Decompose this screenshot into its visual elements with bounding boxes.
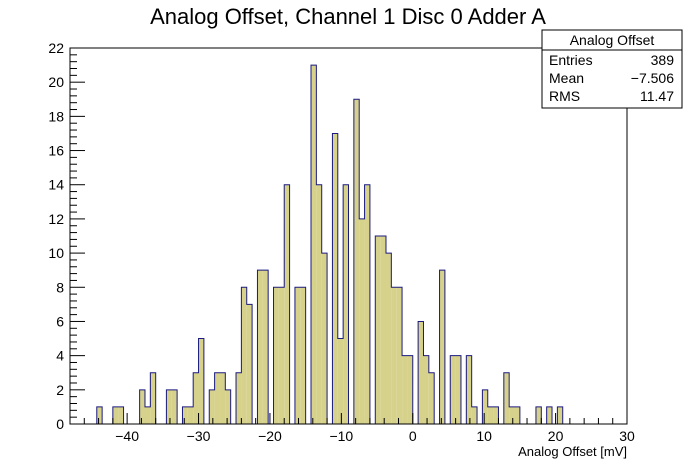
histogram-bar (455, 355, 461, 424)
histogram-bar (353, 99, 360, 424)
y-tick-label: 0 (56, 416, 64, 432)
x-axis-title: Analog Offset [mV] (518, 444, 627, 459)
histogram-bar (214, 372, 220, 424)
y-tick-label: 6 (56, 313, 64, 329)
x-tick-label: 10 (476, 428, 492, 444)
histogram-bar (396, 287, 403, 424)
histogram-bar (236, 372, 242, 424)
plot-frame (69, 47, 628, 425)
histogram-bar (144, 406, 151, 424)
x-tick-label: −30 (187, 428, 211, 444)
histogram-bar (316, 184, 322, 424)
x-tick-label: −20 (258, 428, 282, 444)
histogram-bar (380, 236, 386, 424)
y-axis: 0 2 4 6 8 10 12 14 16 18 20 22 (48, 40, 85, 432)
histogram-bar (225, 389, 231, 424)
histogram-bar (112, 406, 119, 424)
histogram-bar (337, 338, 344, 424)
histogram-bar (546, 406, 553, 424)
histogram-bar (209, 389, 215, 424)
histogram-bar (219, 372, 226, 424)
histogram-bar (166, 389, 172, 424)
histogram-bar (246, 304, 253, 424)
histogram-bar (557, 406, 563, 424)
x-tick-label: 20 (548, 428, 564, 444)
stats-mean-value: −7.506 (631, 70, 674, 86)
histogram-bar (262, 270, 269, 424)
histogram-bar (514, 406, 520, 424)
histogram-bar (193, 372, 199, 424)
histogram-outline (75, 64, 627, 425)
histogram-bar (418, 321, 424, 424)
histogram-bar (385, 253, 392, 424)
histogram-bar (343, 184, 349, 424)
y-tick-label: 20 (48, 74, 64, 90)
x-tick-label: −40 (115, 428, 139, 444)
histogram-bar (450, 355, 456, 424)
x-axis: −40 −30 −20 −10 0 10 20 30 (69, 413, 635, 444)
histogram-bar (300, 287, 306, 424)
histogram-bar (359, 218, 365, 424)
histogram-bar (139, 389, 145, 424)
histogram-bar (439, 270, 445, 424)
histogram-bar (503, 372, 510, 424)
histogram-bar (118, 406, 124, 424)
histogram-bar (96, 406, 103, 424)
histogram-bar (182, 406, 188, 424)
stats-rms-value: 11.47 (640, 88, 674, 104)
histogram-bar (535, 406, 542, 424)
stats-entries-label: Entries (549, 52, 593, 68)
y-tick-label: 16 (48, 143, 64, 159)
stats-box-frame (541, 29, 683, 109)
histogram-bar (257, 270, 263, 424)
stats-entries-value: 389 (651, 52, 675, 68)
y-tick-label: 2 (56, 382, 64, 398)
histogram-bar (284, 184, 290, 424)
histogram-bar (332, 133, 338, 425)
histogram-bar (150, 372, 156, 424)
stats-rms-label: RMS (549, 88, 580, 104)
histogram-bar (407, 355, 413, 424)
histogram-bar (278, 287, 285, 424)
y-tick-label: 4 (56, 348, 64, 364)
histogram-bar (187, 406, 194, 424)
histogram-bar (487, 406, 494, 424)
histogram-bar (273, 287, 279, 424)
y-tick-label: 18 (48, 108, 64, 124)
y-tick-label: 8 (56, 279, 64, 295)
histogram-bar (241, 287, 247, 424)
histogram-bars (75, 64, 627, 425)
histogram-bar (391, 287, 397, 424)
histogram-bar (198, 338, 204, 424)
y-tick-label: 10 (48, 245, 64, 261)
histogram-bar (171, 389, 178, 424)
histogram-bar (482, 389, 488, 424)
x-tick-label: 30 (619, 428, 635, 444)
y-tick-label: 22 (48, 40, 64, 56)
histogram-bar (375, 236, 381, 424)
histogram-bar (493, 406, 499, 424)
x-tick-label: 0 (409, 428, 417, 444)
y-tick-label: 12 (48, 211, 64, 227)
histogram-bar (294, 287, 301, 424)
histogram-bar (509, 406, 515, 424)
histogram-bar (364, 184, 370, 424)
histogram-bar (471, 406, 478, 424)
histogram-bar (428, 372, 435, 424)
chart-title: Analog Offset, Channel 1 Disc 0 Adder A (150, 4, 546, 29)
stats-box: Analog Offset Entries 389 Mean −7.506 RM… (541, 29, 683, 109)
stats-box-title: Analog Offset (570, 32, 655, 48)
stats-mean-label: Mean (549, 70, 584, 86)
histogram-bar (402, 355, 408, 424)
histogram-bar (321, 253, 328, 424)
histogram-bar (423, 355, 429, 424)
histogram-bar (466, 355, 472, 424)
x-tick-label: −10 (329, 428, 353, 444)
y-tick-label: 14 (48, 177, 64, 193)
histogram-bar (311, 65, 317, 424)
